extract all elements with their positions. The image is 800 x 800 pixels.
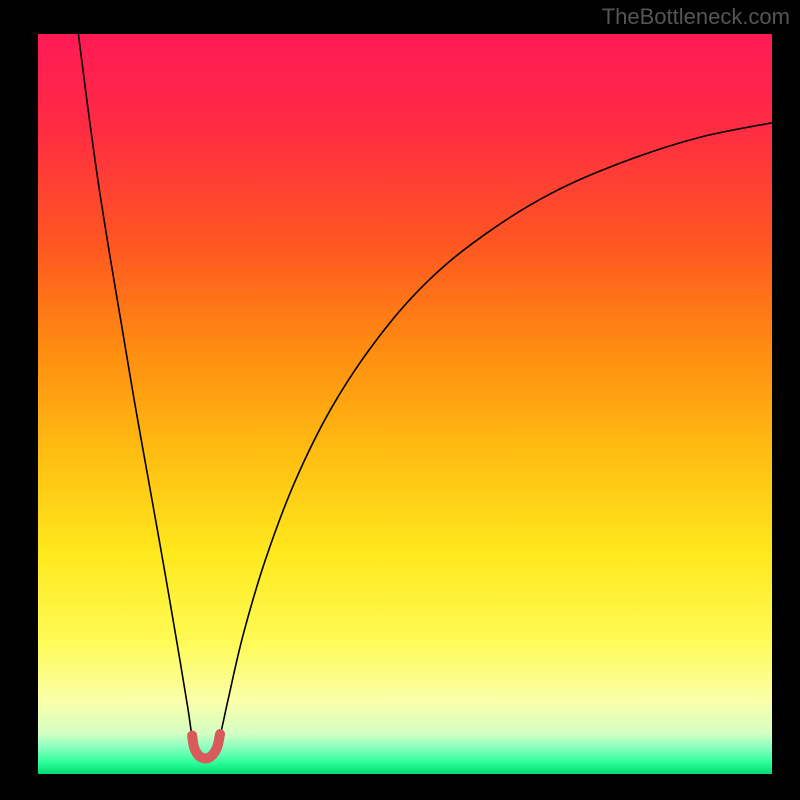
watermark-text: TheBottleneck.com	[602, 4, 790, 30]
plot-area	[38, 34, 772, 774]
plot-svg	[38, 34, 772, 774]
chart-container: TheBottleneck.com	[0, 0, 800, 800]
gradient-background	[38, 34, 772, 774]
